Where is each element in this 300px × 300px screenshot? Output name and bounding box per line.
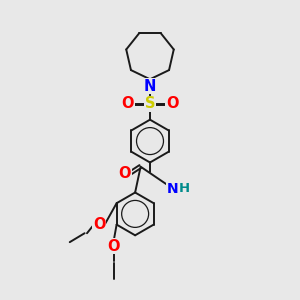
Text: S: S (145, 96, 155, 111)
Text: O: O (107, 238, 120, 253)
Text: O: O (122, 96, 134, 111)
Text: O: O (166, 96, 178, 111)
Text: O: O (93, 217, 106, 232)
Text: N: N (144, 79, 156, 94)
Text: N: N (167, 182, 178, 196)
Text: O: O (118, 166, 131, 181)
Text: H: H (179, 182, 190, 195)
